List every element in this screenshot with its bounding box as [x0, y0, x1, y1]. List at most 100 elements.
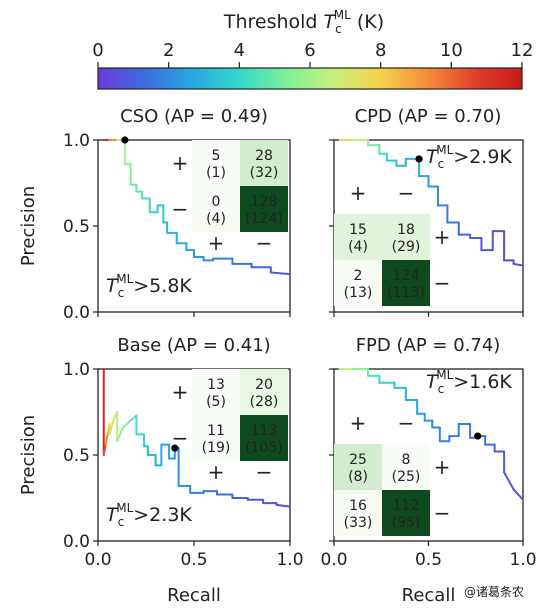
curve-segment [116, 426, 124, 443]
matrix-count-paren: (29) [392, 239, 421, 255]
threshold-point [171, 444, 179, 452]
colorbar-label: Threshold TcML (K) [223, 8, 384, 36]
matrix-count-paren: (95) [392, 515, 421, 531]
matrix-count-paren: (105) [245, 440, 283, 456]
matrix-cell [334, 444, 382, 490]
colorbar-bar [97, 67, 523, 90]
y-tick-label: 0.5 [63, 446, 90, 466]
matrix-count: 25 [349, 452, 367, 468]
matrix-cell [192, 369, 240, 415]
threshold-label: TcML>5.8K [106, 272, 192, 300]
matrix-col-sign: − [398, 181, 415, 205]
threshold-point [415, 155, 423, 163]
matrix-count-paren: (5) [206, 394, 226, 410]
pr-curve [338, 368, 524, 501]
panel-title: CSO (AP = 0.49) [120, 106, 268, 127]
panel-title: CPD (AP = 0.70) [355, 106, 502, 127]
panels: CSO (AP = 0.49)0.00.51.0Precision5(1)28(… [18, 106, 537, 606]
panel-1: CSO (AP = 0.49)0.00.51.0Precision5(1)28(… [18, 106, 291, 323]
threshold-label: TcML>2.9K [426, 143, 512, 171]
matrix-row-sign: − [434, 271, 451, 295]
x-tick-label: 0.0 [320, 550, 347, 570]
colorbar: Threshold TcML (K) 0 2 4 6 8 10 12 [92, 8, 533, 90]
curve-segment [269, 271, 291, 276]
matrix-count: 124 [393, 268, 420, 284]
threshold-label: TcML>2.3K [106, 501, 192, 529]
confusion-matrix: 15(4)18(29) +2(13)124(113) −+ − [334, 181, 450, 306]
matrix-cell [240, 186, 288, 232]
colorbar-tick-label: 4 [234, 40, 245, 61]
curve-segment [102, 443, 107, 456]
matrix-col-sign: − [256, 460, 273, 484]
matrix-count: 15 [349, 222, 367, 238]
matrix-col-sign: − [256, 231, 273, 255]
matrix-count-paren: (4) [206, 211, 226, 227]
matrix-row-sign: + [434, 455, 451, 479]
matrix-col-sign: + [208, 231, 225, 255]
matrix-col-sign: + [208, 460, 225, 484]
colorbar-tick-label: 10 [440, 40, 463, 61]
matrix-count: 11 [207, 423, 225, 439]
matrix-count-paren: (124) [245, 211, 283, 227]
matrix-col-sign: + [350, 411, 367, 435]
matrix-count-paren: (113) [387, 285, 425, 301]
matrix-cell [382, 490, 430, 536]
matrix-count-paren: (33) [344, 515, 373, 531]
matrix-count-paren: (32) [250, 165, 279, 181]
matrix-count-paren: (1) [206, 165, 226, 181]
matrix-cell [382, 444, 430, 490]
colorbar-tick-label: 0 [92, 40, 103, 61]
x-tick-label: 1.0 [509, 550, 536, 570]
y-axis-label: Precision [18, 415, 39, 495]
threshold-point [121, 136, 129, 144]
matrix-count-paren: (28) [250, 394, 279, 410]
x-tick-label: 0.5 [415, 550, 442, 570]
matrix-cell [192, 415, 240, 461]
matrix-count: 28 [255, 148, 273, 164]
pr-curve [102, 139, 291, 276]
threshold-point [474, 432, 482, 440]
matrix-count: 0 [212, 194, 221, 210]
matrix-cell [240, 140, 288, 186]
matrix-count: 5 [212, 148, 221, 164]
matrix-col-sign: − [398, 411, 415, 435]
matrix-count-paren: (19) [202, 440, 231, 456]
x-axis-label: Recall [167, 585, 221, 606]
matrix-count: 16 [349, 498, 367, 514]
matrix-count-paren: (25) [392, 469, 421, 485]
matrix-count-paren: (4) [348, 239, 368, 255]
curve-segment [512, 488, 524, 501]
matrix-cell [240, 369, 288, 415]
y-tick-label: 0.5 [63, 217, 90, 237]
panel-2: CPD (AP = 0.70) 15(4) 18(29) +2(13) 124(113)… [329, 106, 524, 317]
matrix-count: 2 [354, 268, 363, 284]
colorbar-ticks: 0 2 4 6 8 10 12 [92, 40, 533, 68]
matrix-cell [382, 260, 430, 306]
threshold-label: TcML>1.6K [426, 368, 512, 396]
confusion-matrix: 5(1)28(32)+0(4)128(124)−+ − [172, 140, 288, 255]
x-tick-label: 1.0 [276, 550, 303, 570]
colorbar-tick-label: 8 [375, 40, 386, 61]
x-tick-label: 0.5 [180, 550, 207, 570]
curve-segment [503, 471, 515, 491]
matrix-cell [240, 415, 288, 461]
curve-segment [104, 433, 109, 446]
matrix-cell [334, 490, 382, 536]
pr-curve [338, 139, 524, 267]
matrix-cell [334, 260, 382, 306]
panel-3: Base (AP = 0.41) 0.00.0 0.5 0.5 1.0 1.0 Precis… [18, 335, 304, 606]
matrix-count-paren: (13) [344, 285, 373, 301]
panel-title: FPD (AP = 0.74) [356, 335, 501, 356]
matrix-count: 20 [255, 377, 273, 393]
panel-4: FPD (AP = 0.74) 0.0 0.5 1.0 Recall 25(8) 8(25)… [320, 335, 536, 606]
matrix-count: 112 [393, 498, 420, 514]
matrix-cell [192, 140, 240, 186]
x-axis-label: Recall [402, 585, 456, 606]
matrix-cell [382, 214, 430, 260]
matrix-count: 18 [397, 222, 415, 238]
matrix-col-sign: + [350, 181, 367, 205]
watermark: @诸葛条农 [464, 585, 524, 599]
panel-title: Base (AP = 0.41) [117, 335, 270, 356]
matrix-row-sign: + [172, 151, 189, 175]
